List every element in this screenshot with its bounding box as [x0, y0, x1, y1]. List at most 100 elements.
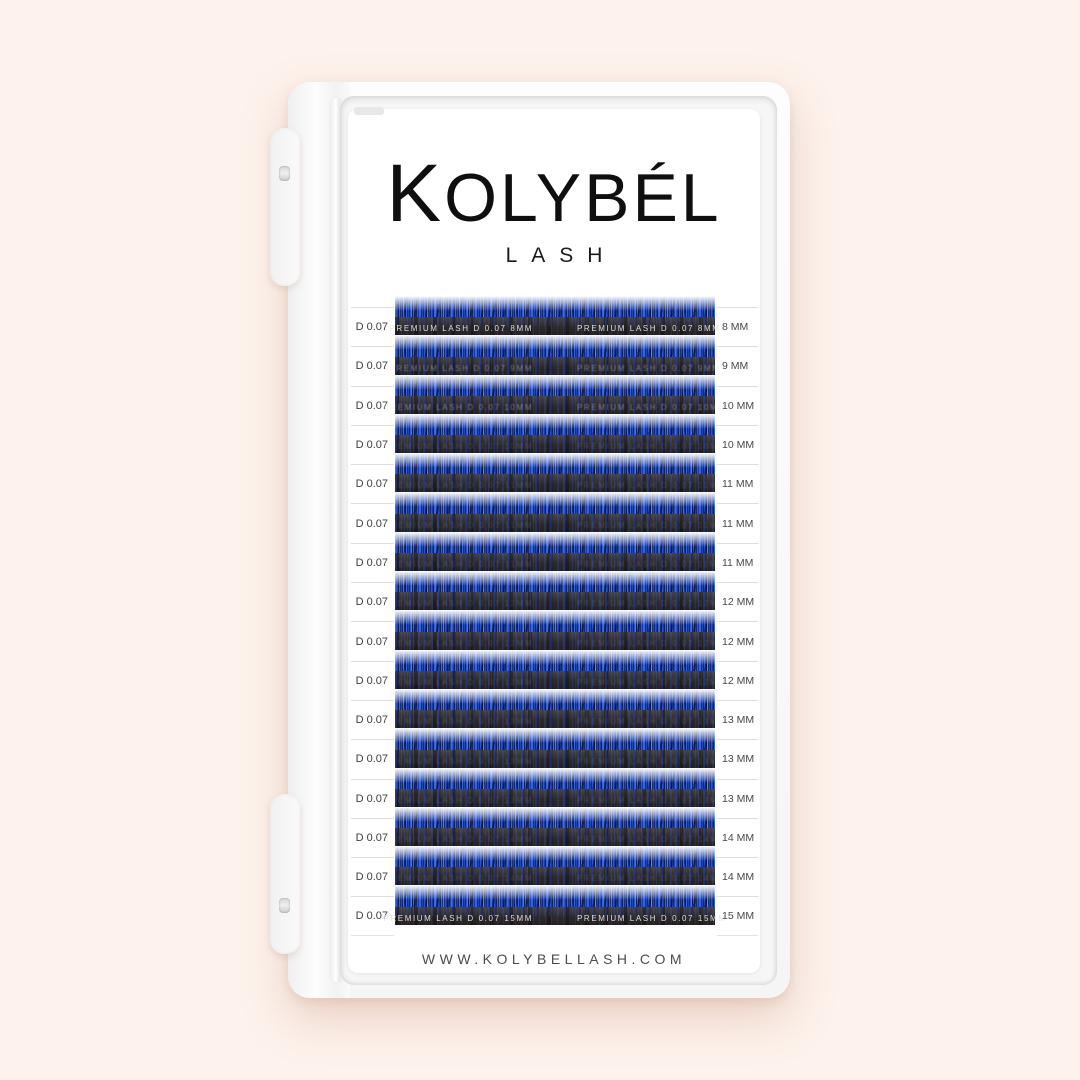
- strip-print: PREMIUM LASH D 0.07 14MM: [383, 874, 533, 884]
- lash-fringe: [395, 688, 715, 711]
- strip-print: PREMIUM LASH D 0.07 10MM: [383, 442, 533, 452]
- lash-strip-tape: PREMIUM LASH D 0.07 9MM PREMIUM LASH D 0.…: [390, 356, 719, 375]
- length-label: 8 MM: [717, 307, 758, 346]
- length-label: 11 MM: [717, 464, 758, 503]
- lash-strip-tape: PREMIUM LASH D 0.07 14MM PREMIUM LASH D 0…: [383, 828, 725, 847]
- thickness-label: D 0.07: [351, 582, 394, 621]
- lash-fringe: [395, 806, 715, 829]
- length-label: 9 MM: [717, 346, 758, 385]
- lash-case: KOLYBÉL LASH D 0.07 D 0.07 D 0.07 D 0.07 D 0…: [270, 82, 790, 998]
- hinge-groove: [330, 98, 343, 982]
- lash-fringe: [395, 610, 715, 632]
- lash-row: PREMIUM LASH D 0.07 13MM PREMIUM LASH D 0…: [383, 767, 725, 807]
- strip-print: PREMIUM LASH D 0.07 10MM: [577, 402, 727, 412]
- hinge-pin-icon: [279, 898, 290, 913]
- lash-row: PREMIUM LASH D 0.07 13MM PREMIUM LASH D 0…: [383, 688, 725, 729]
- case-recess: KOLYBÉL LASH D 0.07 D 0.07 D 0.07 D 0.07 D 0…: [340, 96, 777, 985]
- strip-print: PREMIUM LASH D 0.07 13MM: [577, 756, 727, 766]
- strip-print: PREMIUM LASH D 0.07 8MM: [389, 324, 533, 334]
- strip-print: PREMIUM LASH D 0.07 13MM: [577, 717, 727, 727]
- lash-row: PREMIUM LASH D 0.07 11MM PREMIUM LASH D 0…: [384, 453, 724, 493]
- strip-print: PREMIUM LASH D 0.07 12MM: [577, 599, 727, 609]
- strip-print: PREMIUM LASH D 0.07 15MM: [577, 913, 727, 923]
- strip-print: PREMIUM LASH D 0.07 11MM: [384, 520, 533, 530]
- insert-card: KOLYBÉL LASH D 0.07 D 0.07 D 0.07 D 0.07 D 0…: [348, 107, 760, 973]
- length-label: 11 MM: [717, 542, 758, 582]
- strip-print: PREMIUM LASH D 0.07 11MM: [577, 520, 726, 530]
- strip-print: PREMIUM LASH D 0.07 13MM: [383, 717, 533, 727]
- length-label: 12 MM: [717, 660, 758, 700]
- length-labels: 8 MM 9 MM 10 MM 10 MM 11 MM 11 MM 11 MM 12 MM 12…: [717, 307, 758, 936]
- lash-row: PREMIUM LASH D 0.07 9MM PREMIUM LASH D 0.…: [390, 335, 719, 375]
- lash-strip-tape: PREMIUM LASH D 0.07 12MM PREMIUM LASH D 0…: [383, 670, 725, 689]
- lash-fringe: [395, 571, 715, 593]
- strip-print: PREMIUM LASH D 0.07 10MM: [577, 442, 727, 452]
- thickness-label: D 0.07: [351, 699, 394, 739]
- lash-strip-tape: PREMIUM LASH D 0.07 14MM PREMIUM LASH D 0…: [383, 867, 725, 886]
- strip-print: PREMIUM LASH D 0.07 12MM: [577, 677, 727, 687]
- thickness-label: D 0.07: [351, 896, 394, 936]
- strip-print: PREMIUM LASH D 0.07 13MM: [577, 795, 727, 805]
- strip-print: PREMIUM LASH D 0.07 9MM: [389, 363, 533, 373]
- lash-row: PREMIUM LASH D 0.07 10MM PREMIUM LASH D 0…: [383, 374, 725, 414]
- lash-row: PREMIUM LASH D 0.07 8MM PREMIUM LASH D 0.…: [390, 296, 719, 335]
- lash-rows: PREMIUM LASH D 0.07 8MM PREMIUM LASH D 0.…: [383, 296, 725, 925]
- thickness-label: D 0.07: [351, 542, 394, 582]
- strip-print: PREMIUM LASH D 0.07 12MM: [383, 638, 533, 648]
- lash-strip-tape: PREMIUM LASH D 0.07 10MM PREMIUM LASH D 0…: [383, 435, 725, 454]
- strip-print: PREMIUM LASH D 0.07 12MM: [383, 599, 533, 609]
- thickness-label: D 0.07: [351, 346, 394, 385]
- lash-fringe: [395, 767, 715, 789]
- hinge-tab-bottom: [270, 794, 300, 954]
- length-label: 13 MM: [717, 699, 758, 739]
- strip-print: PREMIUM LASH D 0.07 15MM: [383, 913, 533, 923]
- strip-print: PREMIUM LASH D 0.07 11MM: [577, 481, 726, 491]
- thickness-label: D 0.07: [351, 817, 394, 857]
- length-label: 12 MM: [717, 582, 758, 621]
- strip-print: PREMIUM LASH D 0.07 13MM: [383, 795, 533, 805]
- length-label: 13 MM: [717, 739, 758, 778]
- thickness-label: D 0.07: [351, 660, 394, 700]
- lash-fringe: [395, 531, 715, 554]
- lash-row: PREMIUM LASH D 0.07 13MM PREMIUM LASH D 0…: [383, 728, 725, 768]
- thickness-label: D 0.07: [351, 424, 394, 464]
- thickness-label: D 0.07: [351, 739, 394, 778]
- lash-strip-tape: PREMIUM LASH D 0.07 13MM PREMIUM LASH D 0…: [383, 710, 725, 729]
- lash-strip-tape: PREMIUM LASH D 0.07 11MM PREMIUM LASH D 0…: [384, 474, 724, 493]
- length-label: 15 MM: [717, 896, 758, 936]
- lash-row: PREMIUM LASH D 0.07 12MM PREMIUM LASH D 0…: [383, 610, 725, 650]
- strip-print: PREMIUM LASH D 0.07 14MM: [577, 874, 727, 884]
- lash-strip-tape: PREMIUM LASH D 0.07 12MM PREMIUM LASH D 0…: [383, 631, 725, 650]
- lash-row: PREMIUM LASH D 0.07 15MM PREMIUM LASH D 0…: [383, 885, 725, 924]
- lash-strip-tape: PREMIUM LASH D 0.07 13MM PREMIUM LASH D 0…: [383, 788, 725, 807]
- thickness-label: D 0.07: [351, 857, 394, 896]
- lash-row: PREMIUM LASH D 0.07 11MM PREMIUM LASH D 0…: [384, 492, 724, 532]
- lash-fringe: [395, 374, 715, 396]
- strip-print: PREMIUM LASH D 0.07 9MM: [577, 363, 721, 373]
- strip-print: PREMIUM LASH D 0.07 11MM: [577, 560, 726, 570]
- lash-row: PREMIUM LASH D 0.07 10MM PREMIUM LASH D 0…: [383, 413, 725, 454]
- strip-print: PREMIUM LASH D 0.07 12MM: [577, 638, 727, 648]
- thickness-label: D 0.07: [351, 621, 394, 660]
- website-url: WWW.KOLYBELLASH.COM: [421, 951, 687, 967]
- lash-fringe: [395, 296, 715, 318]
- lash-fringe: [395, 728, 715, 750]
- lash-strip-tape: PREMIUM LASH D 0.07 10MM PREMIUM LASH D 0…: [383, 395, 725, 414]
- lash-row: PREMIUM LASH D 0.07 11MM PREMIUM LASH D 0…: [384, 531, 724, 572]
- thickness-label: D 0.07: [351, 778, 394, 818]
- hinge-tab-top: [270, 128, 300, 286]
- lash-fringe: [395, 335, 715, 357]
- brand-name: KOLYBÉL: [386, 148, 722, 239]
- lash-fringe: [395, 846, 715, 868]
- lash-strip-tape: PREMIUM LASH D 0.07 12MM PREMIUM LASH D 0…: [383, 592, 725, 611]
- thickness-labels: D 0.07 D 0.07 D 0.07 D 0.07 D 0.07 D 0.07 D 0.…: [351, 307, 394, 936]
- lash-fringe: [395, 492, 715, 514]
- strip-print: PREMIUM LASH D 0.07 11MM: [384, 560, 533, 570]
- length-label: 10 MM: [717, 424, 758, 464]
- lash-fringe: [395, 453, 715, 475]
- length-label: 12 MM: [717, 621, 758, 660]
- thickness-label: D 0.07: [351, 307, 394, 346]
- lash-row: PREMIUM LASH D 0.07 12MM PREMIUM LASH D 0…: [383, 649, 725, 689]
- brand-logo: KOLYBÉL LASH: [348, 153, 760, 268]
